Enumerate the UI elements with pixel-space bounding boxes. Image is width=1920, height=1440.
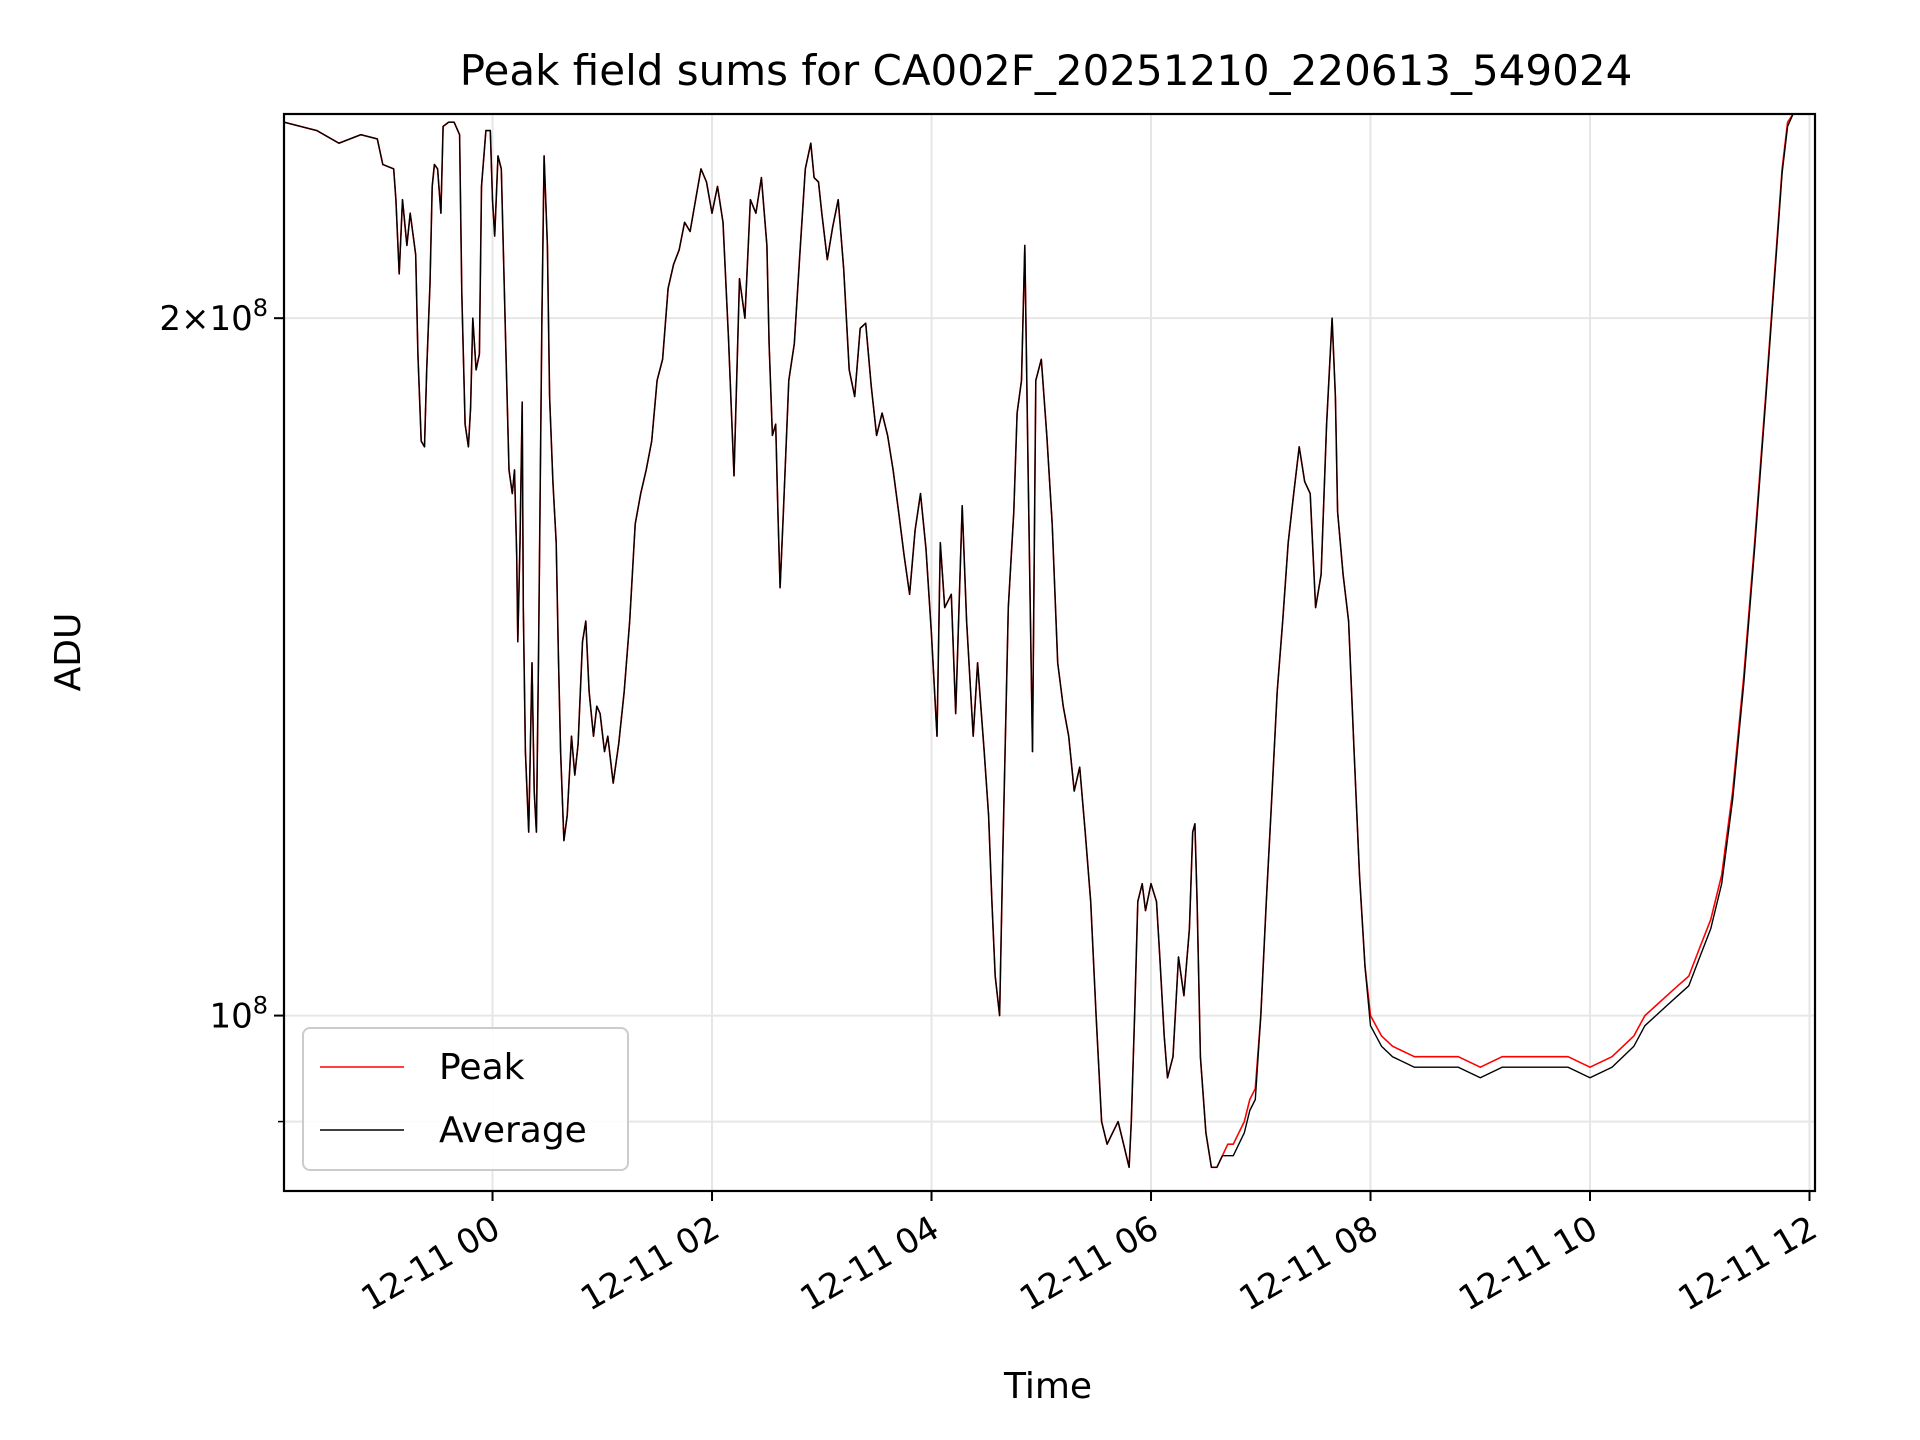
- y-tick-label: 2×108: [159, 294, 268, 339]
- chart-title: Peak field sums for CA002F_20251210_2206…: [460, 46, 1633, 95]
- y-tick-base: 10: [209, 997, 252, 1037]
- legend-peak-label: Peak: [439, 1047, 525, 1088]
- grid-lines: [284, 114, 1815, 1191]
- y-tick-mantissa: 2×: [159, 299, 209, 339]
- legend: Peak Average: [302, 1027, 629, 1171]
- series-line-average: [284, 114, 1810, 1168]
- y-tick-exponent: 8: [253, 992, 268, 1020]
- series-layer: [284, 114, 1810, 1169]
- y-axis-label: ADU: [48, 613, 89, 692]
- y-tick-base: 10: [209, 299, 252, 339]
- plot-area-frame: [282, 112, 1817, 1193]
- y-tick-exponent: 8: [253, 294, 268, 322]
- legend-box: [302, 1027, 629, 1171]
- y-tick-label: 108: [209, 992, 268, 1037]
- x-axis-label: Time: [1003, 1366, 1092, 1407]
- legend-average-label: Average: [439, 1110, 587, 1151]
